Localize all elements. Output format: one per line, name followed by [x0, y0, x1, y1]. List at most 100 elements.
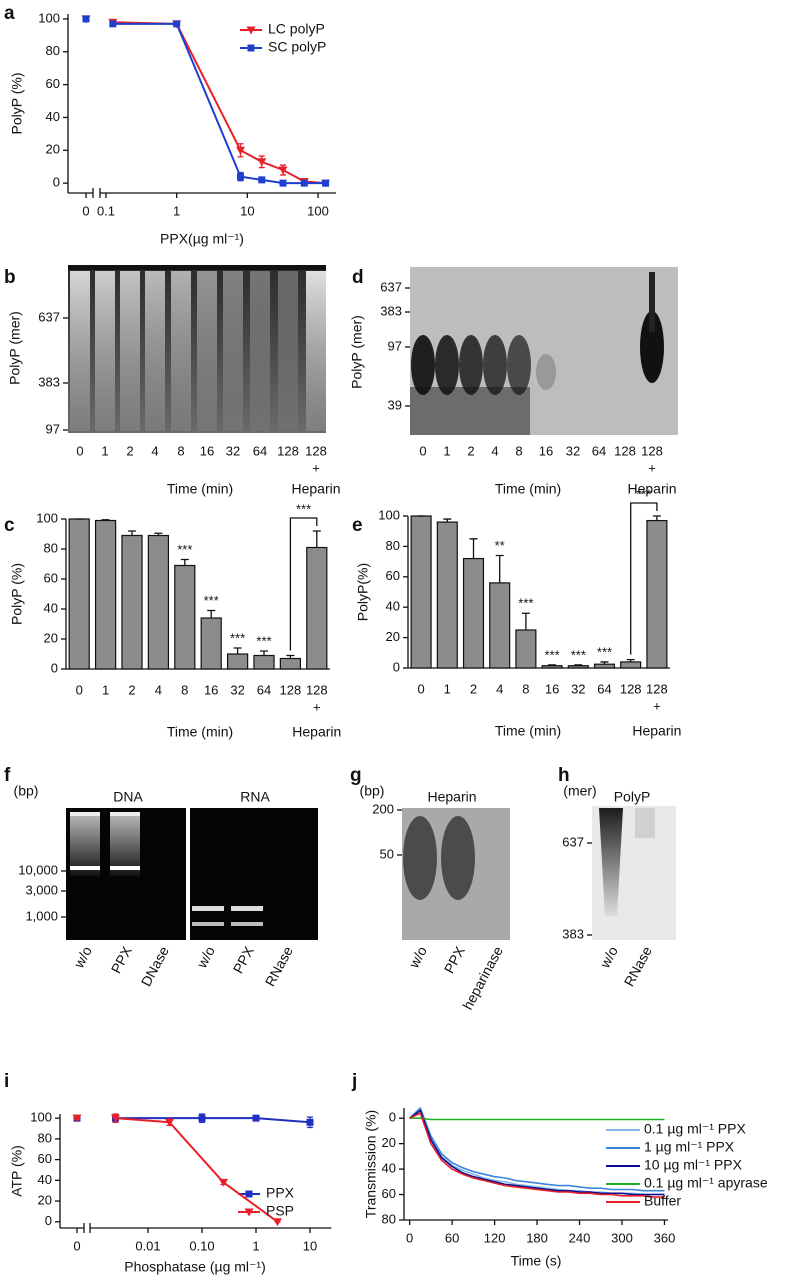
marker — [244, 1208, 254, 1217]
x-tick-label: 0 — [73, 1238, 80, 1253]
y-tick-label: 0 — [389, 1110, 396, 1125]
error-bar — [128, 530, 136, 536]
bar — [68, 518, 90, 670]
lane-label: 4 — [151, 443, 158, 458]
lane-label: 128 — [277, 443, 299, 458]
error-bar — [469, 538, 478, 559]
lane-label: 1 — [101, 443, 108, 458]
y-axis-title: PolyP (mer) — [7, 311, 23, 385]
y-tick-label: 97 — [388, 338, 402, 353]
legend-label: 0.1 µg ml⁻¹ apyrase — [644, 1175, 768, 1191]
gel-lane — [250, 271, 270, 431]
y-tick-label: 60 — [44, 570, 58, 585]
panel-letter: d — [352, 267, 364, 288]
x-tick-label: 64 — [257, 682, 271, 697]
x-tick-label: 0 — [406, 1230, 413, 1245]
significance: *** — [545, 647, 560, 662]
significance: *** — [204, 593, 219, 608]
y-tick-label: 20 — [44, 630, 58, 645]
bar — [489, 582, 511, 669]
bar — [279, 657, 302, 670]
lane-label: 16 — [539, 443, 553, 458]
error-bar — [180, 558, 189, 566]
y-tick-label: 20 — [46, 142, 60, 157]
gel-lane — [171, 271, 191, 431]
gel-band — [411, 335, 435, 395]
x-tick-label: 1 — [102, 682, 109, 697]
bar — [94, 519, 117, 670]
marker — [252, 1114, 260, 1122]
x-tick-label: 1 — [252, 1238, 259, 1253]
lane-label: 1 — [443, 443, 450, 458]
lane-label: 16 — [200, 443, 214, 458]
y-tick-label: 637 — [380, 279, 402, 294]
marker — [72, 1114, 82, 1123]
y-tick-label: 100 — [36, 510, 58, 525]
lane-label: DNase — [138, 943, 172, 988]
gel-band — [536, 354, 556, 390]
x-tick-label: 0.1 — [97, 203, 115, 218]
significance: *** — [518, 596, 533, 611]
gel-band — [459, 335, 483, 395]
gel-band — [231, 906, 263, 911]
x-tick-label: 128 — [280, 682, 302, 697]
y-tick-label: 50 — [380, 846, 394, 861]
marker — [278, 166, 288, 175]
unit-label: (mer) — [563, 783, 596, 799]
bracket — [630, 502, 658, 655]
x-tick-label: 120 — [484, 1230, 506, 1245]
y-axis-title: PolyP (%) — [9, 73, 25, 135]
lane-label: 64 — [592, 443, 606, 458]
x-tick-label: 1 — [444, 681, 451, 696]
bar — [147, 534, 170, 670]
y-tick-label: 3,000 — [25, 882, 58, 897]
y-axis-title: PolyP (%) — [9, 563, 25, 625]
x-tick-label: 10 — [240, 203, 254, 218]
y-tick-label: 80 — [38, 1130, 52, 1145]
panel-letter: h — [558, 765, 570, 786]
y-axis-title: Transmission (%) — [363, 1110, 379, 1218]
panel-letter: i — [4, 1071, 9, 1092]
gel-image — [190, 808, 318, 940]
x-tick-label: 4 — [155, 682, 162, 697]
error-bar — [233, 647, 242, 654]
lane-label: 32 — [566, 443, 580, 458]
x-tick-label: 240 — [569, 1230, 591, 1245]
x-axis-title: Time (min) — [495, 481, 561, 497]
bar — [410, 515, 432, 669]
gel-lane — [145, 271, 165, 431]
bar — [121, 534, 143, 670]
lane-label: 0 — [419, 443, 426, 458]
x-tick-label: 32 — [571, 681, 585, 696]
y-tick-label: 383 — [38, 374, 60, 389]
panel-letter: b — [4, 267, 16, 288]
y-tick-label: 20 — [382, 1135, 396, 1150]
y-tick-label: 40 — [386, 599, 400, 614]
significance: *** — [230, 630, 245, 645]
gel-lane — [95, 271, 115, 431]
gel-band — [110, 866, 140, 870]
error-bar — [154, 532, 163, 536]
y-tick-label: 637 — [38, 309, 60, 324]
marker — [218, 1178, 228, 1187]
x-tick-label: 128 — [646, 681, 668, 696]
lane-label: 32 — [226, 443, 240, 458]
bar — [253, 654, 275, 670]
lane-label: 2 — [126, 443, 133, 458]
gel-band — [110, 812, 140, 816]
gel-band — [403, 816, 437, 900]
series-line — [409, 1107, 665, 1192]
bracket — [289, 517, 318, 651]
lane-label: RNase — [262, 943, 296, 988]
y-tick-label: 1,000 — [25, 908, 58, 923]
y-tick-label: 0 — [53, 175, 60, 190]
error-bar — [312, 530, 321, 548]
gel-lane — [599, 808, 623, 916]
lane-label: PPX — [108, 943, 136, 976]
gel-lane — [306, 271, 326, 431]
error-bar — [626, 658, 635, 662]
marker — [279, 179, 287, 187]
gel-streak — [649, 272, 655, 332]
y-tick-label: 39 — [388, 397, 402, 412]
lane-label: 128 — [641, 443, 663, 458]
